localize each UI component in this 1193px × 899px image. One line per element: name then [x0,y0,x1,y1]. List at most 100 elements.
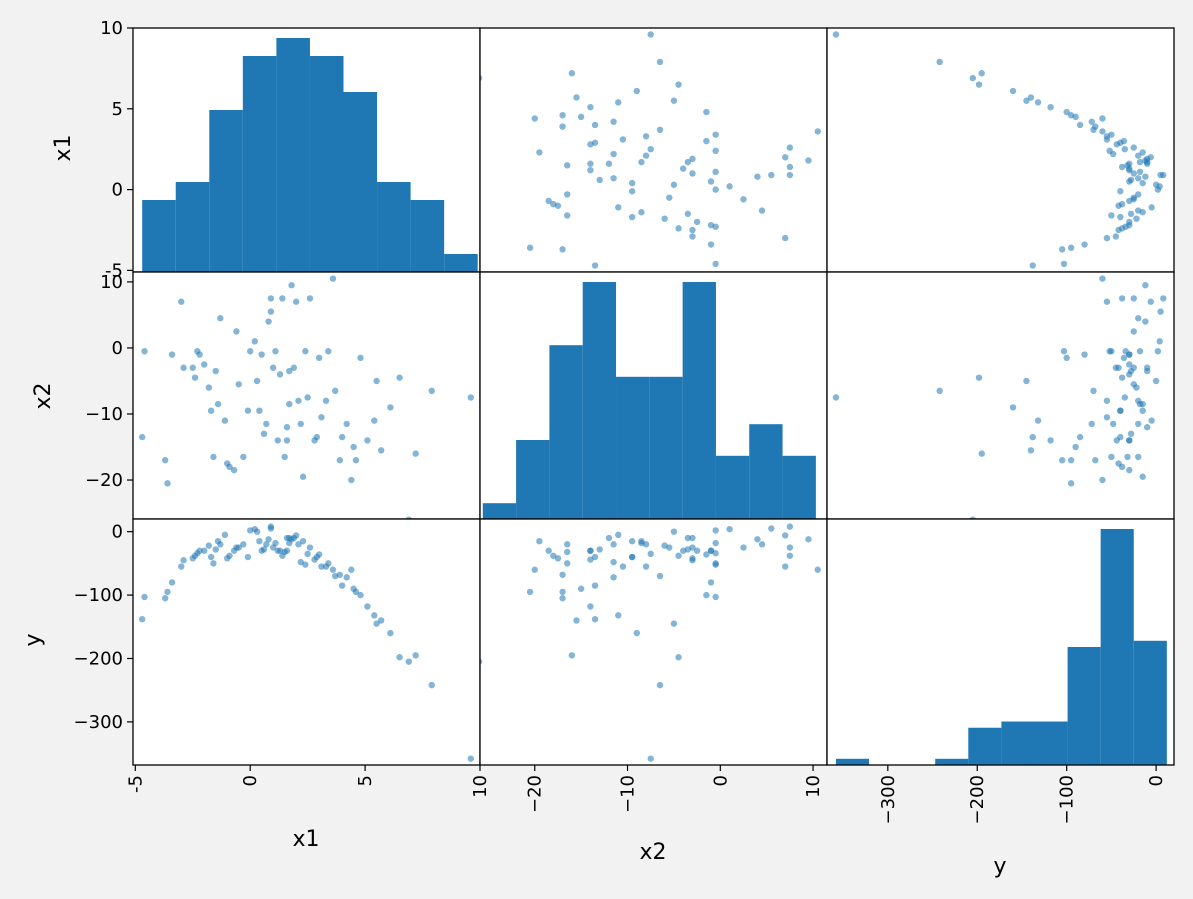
scatter-point [428,681,435,689]
scatter-point [545,197,552,205]
scatter-point [633,629,640,637]
scatter-point [290,364,298,371]
scatter-point [1067,480,1075,487]
scatter-point [1130,144,1137,151]
scatter-point [1118,163,1126,171]
scatter-point [325,348,332,355]
scatter-point [1112,233,1120,240]
scatter-point [1103,136,1111,143]
scatter-point [396,374,403,381]
y-tick-label: -5 [105,260,123,281]
scatter-point [295,397,302,404]
panel-frame [826,518,1175,766]
scatter-point [596,176,603,184]
scatter-point [315,354,323,362]
scatter-point [1076,433,1084,441]
scatter-point [1103,234,1111,242]
row-label-x1: x1 [51,134,76,161]
scatter-point [786,163,794,171]
scatter-point [726,183,733,190]
scatter-point [283,424,291,431]
scatter-point [412,450,419,457]
y-tick-label: 0 [112,522,123,543]
scatter-point [619,136,627,143]
scatter-point [642,152,650,159]
x-tick-label: −200 [967,775,988,824]
scatter-point [1090,387,1097,395]
scatter-point [642,541,650,548]
scatter-point [656,58,664,66]
scatter-point [240,453,247,461]
scatter-point [141,348,148,355]
scatter-point [210,453,217,461]
scatter-point [178,298,185,305]
scatter-point [675,552,682,559]
scatter-point [286,367,293,375]
scatter-point [377,617,385,624]
scatter-point [693,547,701,554]
scatter-point [251,338,258,345]
scatter-point [978,450,985,457]
scatter-point [1126,178,1133,185]
scatter-point [978,70,985,77]
scatter-point [1139,179,1146,187]
scatter-point [615,204,622,211]
scatter-point [205,542,213,549]
scatter-point [610,574,617,581]
scatter-point [689,555,696,562]
scatter-point [253,528,261,535]
x-tick-label: −300 [878,775,899,824]
scatter-point [1034,417,1042,424]
scatter-point [217,315,224,322]
scatter-point [138,433,146,441]
scatter-point [712,593,719,601]
scatter-point [371,612,378,619]
scatter-point [707,178,715,185]
scatter-point [591,262,599,269]
y-tick-label: 10 [100,272,123,293]
x-tick-label: -5 [125,775,146,793]
scatter-point [1117,433,1124,441]
scatter-point [286,400,293,408]
scatter-point [1135,191,1142,198]
scatter-point [196,547,203,554]
scatter-point [377,447,385,454]
scatter-point [256,407,263,414]
histogram-bar [649,376,683,519]
scatter-point [587,547,594,554]
scatter-point [647,550,654,558]
scatter-point [610,558,617,566]
scatter-point [1118,374,1126,381]
scatter-point [1126,351,1133,358]
scatter-point [1136,168,1144,176]
scatter-point [638,537,645,545]
scatter-point [591,582,599,589]
scatter-point [1117,213,1124,221]
scatter-point [304,550,311,558]
scatter-point [1143,424,1151,431]
scatter-point [329,566,337,573]
scatter-point [230,466,238,474]
scatter-point [587,603,594,610]
scatter-point [1067,457,1075,464]
scatter-point [1060,348,1068,355]
scatter-point [283,547,291,554]
scatter-point [591,139,599,146]
scatter-point [1081,241,1088,248]
histogram-bar [835,758,870,765]
x-tick-label: 0 [710,775,731,786]
scatter-point [559,595,566,602]
scatter-point [628,537,636,545]
scatter-point [387,404,394,411]
scatter-point [1135,397,1142,404]
scatter-point [274,547,281,554]
scatter-point [587,160,594,167]
scatter-point [348,476,355,484]
histogram-bar [410,200,445,272]
scatter-point [292,532,300,539]
scatter-point [619,563,627,570]
scatter-point [318,414,325,421]
scatter-point [1130,364,1137,371]
y-tick-label: −20 [85,470,123,491]
